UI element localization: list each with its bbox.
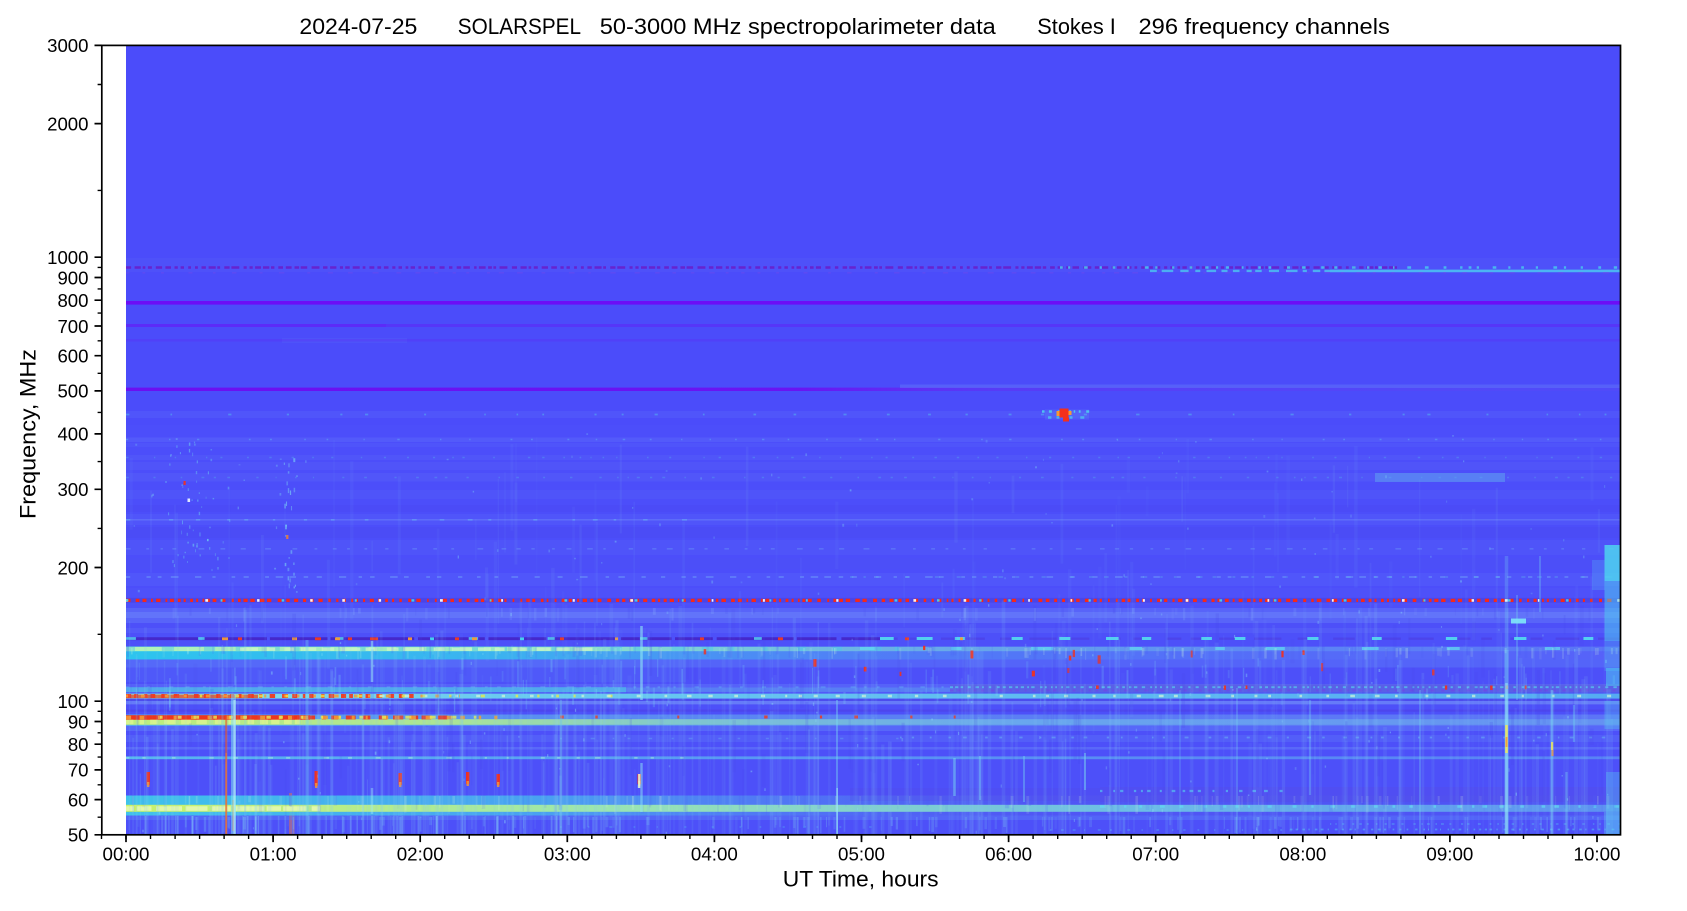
svg-text:07:00: 07:00 (1132, 844, 1179, 865)
svg-text:06:00: 06:00 (985, 844, 1032, 865)
svg-text:60: 60 (68, 789, 89, 810)
svg-text:05:00: 05:00 (838, 844, 885, 865)
svg-text:02:00: 02:00 (397, 844, 444, 865)
svg-text:500: 500 (57, 381, 88, 402)
svg-text:296 frequency channels: 296 frequency channels (1139, 14, 1390, 39)
svg-text:SOLARSPEL: SOLARSPEL (458, 14, 581, 39)
svg-text:10:00: 10:00 (1574, 844, 1621, 865)
svg-text:80: 80 (68, 734, 89, 755)
svg-text:1000: 1000 (47, 247, 88, 268)
svg-text:01:00: 01:00 (250, 844, 297, 865)
svg-text:400: 400 (57, 424, 88, 445)
svg-text:50-3000 MHz spectropolarimeter: 50-3000 MHz spectropolarimeter data (600, 14, 997, 39)
svg-text:200: 200 (57, 557, 88, 578)
svg-text:900: 900 (57, 267, 88, 288)
svg-text:3000: 3000 (47, 35, 88, 56)
svg-text:90: 90 (68, 711, 89, 732)
svg-text:600: 600 (57, 346, 88, 367)
svg-text:70: 70 (68, 760, 89, 781)
svg-text:09:00: 09:00 (1426, 844, 1473, 865)
svg-text:50: 50 (68, 825, 89, 846)
svg-text:100: 100 (57, 691, 88, 712)
svg-text:03:00: 03:00 (544, 844, 591, 865)
svg-text:08:00: 08:00 (1279, 844, 1326, 865)
svg-text:00:00: 00:00 (103, 844, 150, 865)
svg-text:700: 700 (57, 316, 88, 337)
svg-text:300: 300 (57, 479, 88, 500)
svg-text:UT Time, hours: UT Time, hours (783, 867, 939, 892)
svg-text:2000: 2000 (47, 113, 88, 134)
svg-text:Frequency, MHz: Frequency, MHz (16, 349, 41, 519)
svg-text:800: 800 (57, 290, 88, 311)
svg-text:Stokes I: Stokes I (1037, 14, 1116, 39)
svg-text:04:00: 04:00 (691, 844, 738, 865)
svg-text:2024-07-25: 2024-07-25 (299, 14, 417, 39)
